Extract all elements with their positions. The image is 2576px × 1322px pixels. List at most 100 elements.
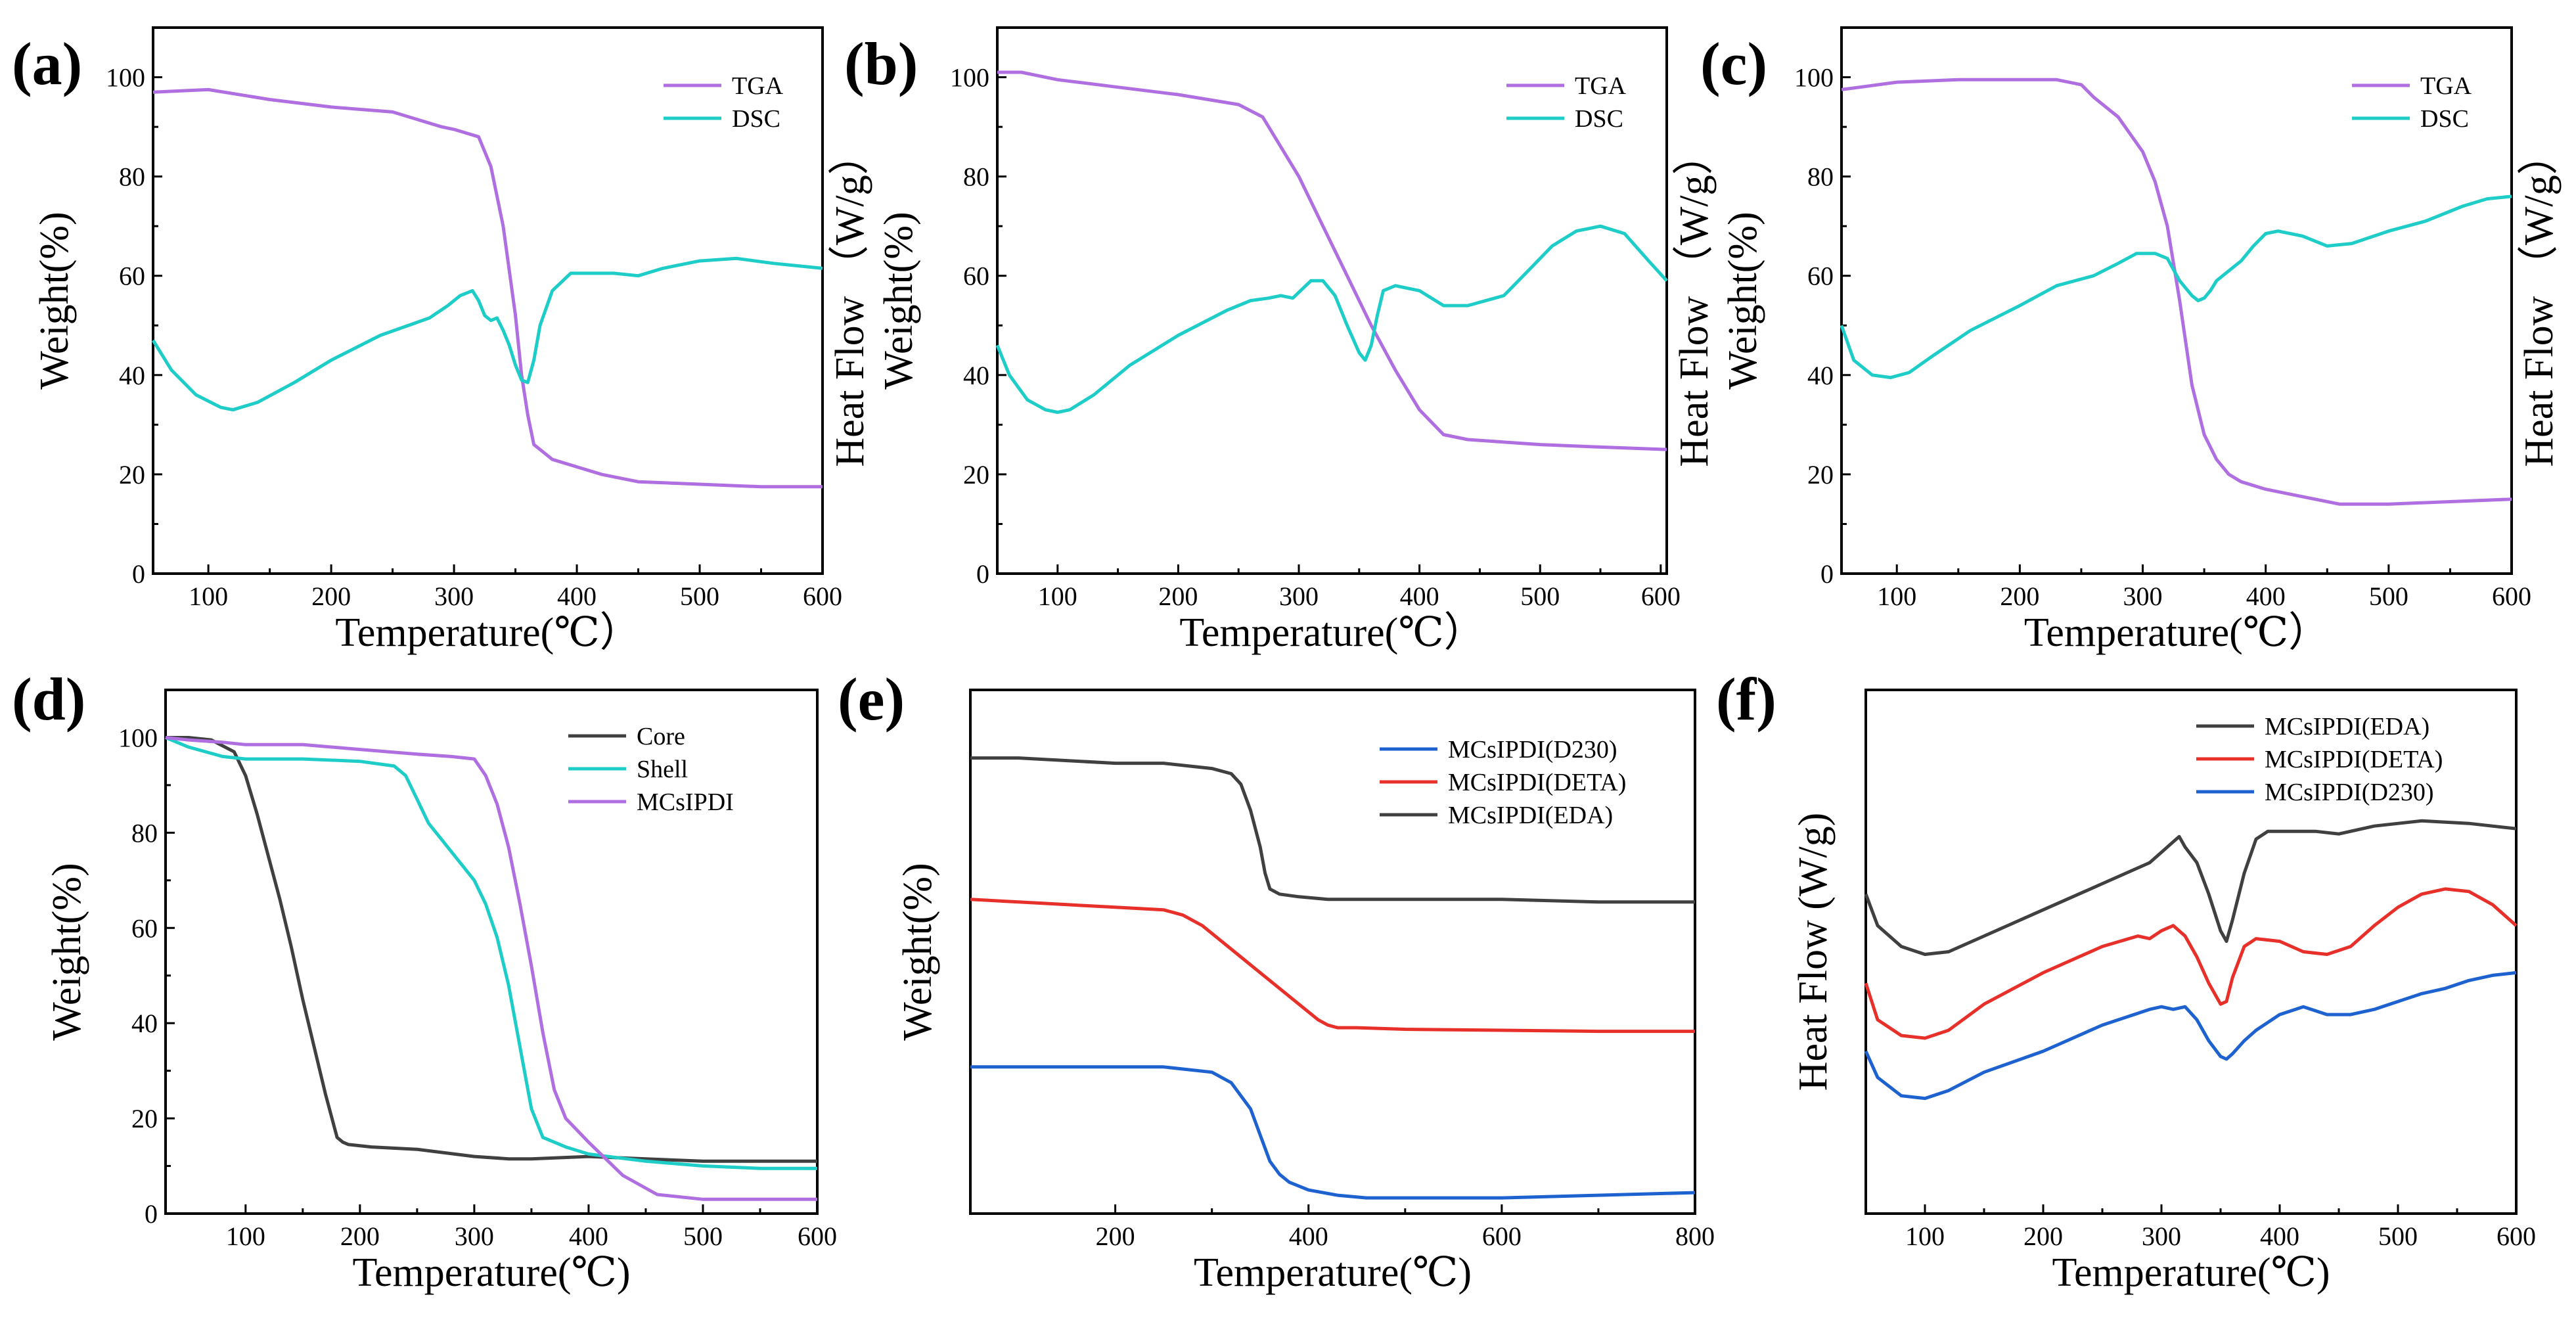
panel-d-series-core bbox=[166, 736, 817, 1163]
panel-c-xlabel: Temperature(℃） bbox=[2024, 610, 2329, 655]
panel-f: 100 200 300 400 500 600 MCsIPDI(EDA) MCsIPDI(DE… bbox=[1716, 666, 2536, 1295]
panel-b-series-dsc bbox=[995, 224, 1668, 414]
panel-e-label: (e) bbox=[838, 666, 905, 733]
panel-b-xtick-label: 100 bbox=[1038, 581, 1077, 611]
panel-c-legend-label: DSC bbox=[2420, 105, 2469, 133]
panel-f-ylabel: Heat Flow (W/g) bbox=[1791, 813, 1836, 1091]
panel-c-xtick-label: 100 bbox=[1877, 581, 1916, 611]
panel-d-legend-label: Shell bbox=[637, 756, 688, 783]
panel-a-xtick-label: 400 bbox=[557, 581, 597, 611]
panel-d-xtick-label: 300 bbox=[455, 1221, 494, 1251]
panel-c-legend-label: TGA bbox=[2420, 72, 2472, 100]
panel-a-xtick-label: 300 bbox=[434, 581, 474, 611]
panel-f-legend-label: MCsIPDI(EDA) bbox=[2265, 713, 2429, 741]
panel-a-ytick-label: 0 bbox=[132, 559, 145, 589]
panel-c-label: (c) bbox=[1700, 30, 1767, 97]
panel-d-series-shell bbox=[165, 736, 817, 1170]
panel-c-xtick-label: 200 bbox=[2000, 581, 2039, 611]
panel-b-series-tga bbox=[997, 70, 1667, 451]
panel-d-ytick-label: 60 bbox=[131, 913, 158, 943]
panel-a-xtick-label: 100 bbox=[189, 581, 228, 611]
panel-d-series-mcsipdi bbox=[165, 736, 817, 1201]
panel-f-xlabel: Temperature(℃) bbox=[2052, 1250, 2330, 1295]
panel-f-xtick-label: 200 bbox=[2023, 1221, 2063, 1251]
panel-a-frame bbox=[152, 26, 824, 575]
panel-c-xtick-label: 500 bbox=[2369, 581, 2408, 611]
panel-d: 100 200 300 400 500 600 0 20 40 60 80 100 Core Shell M… bbox=[12, 666, 837, 1295]
panel-c-series-dsc bbox=[1840, 194, 2512, 380]
panel-c-series-tga bbox=[1841, 78, 2512, 506]
panel-f-xtick-label: 100 bbox=[1905, 1221, 1945, 1251]
panel-c-ytick-label: 0 bbox=[1820, 559, 1834, 589]
panel-e-frame bbox=[969, 689, 1696, 1215]
panel-f-xtick-label: 400 bbox=[2260, 1221, 2299, 1251]
panel-b-ytick-label: 40 bbox=[963, 361, 989, 390]
panel-f-legend-label: MCsIPDI(D230) bbox=[2265, 779, 2434, 806]
panel-a-xtick-label: 600 bbox=[803, 581, 842, 611]
panel-d-frame bbox=[164, 689, 819, 1215]
panel-f-xtick-label: 600 bbox=[2497, 1221, 2536, 1251]
panel-b-legend-label: DSC bbox=[1575, 105, 1623, 133]
panel-d-xtick-label: 100 bbox=[226, 1221, 265, 1251]
panel-c-frame bbox=[1840, 26, 2513, 575]
panel-d-ytick-label: 100 bbox=[118, 723, 158, 752]
panel-c-ylabel: Weight(%) bbox=[1721, 212, 1765, 389]
panel-b-ytick-label: 100 bbox=[950, 63, 989, 93]
panel-c-ylabel-secondary: Heat Flow （W/g） bbox=[2517, 134, 2562, 467]
panel-b-xtick-label: 600 bbox=[1641, 581, 1681, 611]
panel-a-ylabel: Weight(%) bbox=[32, 212, 77, 389]
panel-a-ytick-label: 60 bbox=[119, 262, 145, 291]
panel-e-xlabel: Temperature(℃) bbox=[1194, 1250, 1472, 1295]
panel-d-legend-label: Core bbox=[637, 723, 685, 750]
panel-d-ytick-label: 20 bbox=[131, 1104, 158, 1133]
panel-a-ytick-label: 80 bbox=[119, 162, 145, 192]
panel-e-xtick-label: 800 bbox=[1675, 1221, 1715, 1251]
panel-d-xtick-label: 500 bbox=[683, 1221, 723, 1251]
panel-b-label: (b) bbox=[844, 30, 918, 97]
panel-e-xtick-label: 200 bbox=[1096, 1221, 1135, 1251]
panel-d-legend-label: MCsIPDI bbox=[637, 788, 734, 816]
panel-c: 100 200 300 400 500 600 0 20 40 60 80 100 TGA DSC (c) T… bbox=[1700, 26, 2562, 655]
panel-a-xlabel: Temperature(℃） bbox=[335, 610, 640, 655]
panel-a-ylabel-secondary: Heat Flow （W/g） bbox=[828, 134, 872, 467]
panel-f-series-mcsipdi-d230- bbox=[1864, 970, 2517, 1101]
panel-b-ytick-label: 0 bbox=[976, 559, 989, 589]
panel-e: 200 400 600 800 MCsIPDI(D230) MCsIPDI(DETA) MC… bbox=[838, 666, 1715, 1295]
panel-a-series-dsc bbox=[151, 256, 823, 412]
panel-c-ytick-label: 20 bbox=[1807, 460, 1834, 490]
panel-f-xtick-label: 500 bbox=[2378, 1221, 2418, 1251]
panel-a-xtick-label: 500 bbox=[680, 581, 719, 611]
panel-d-ylabel: Weight(%) bbox=[45, 863, 89, 1040]
panel-b-ylabel-secondary: Heat Flow （W/g） bbox=[1672, 134, 1717, 467]
panel-a-legend-label: DSC bbox=[732, 105, 780, 133]
panel-e-legend-label: MCsIPDI(DETA) bbox=[1448, 769, 1626, 796]
panel-b-ytick-label: 80 bbox=[963, 162, 989, 192]
panel-f-legend-label: MCsIPDI(DETA) bbox=[2265, 746, 2443, 773]
panel-b-xtick-label: 500 bbox=[1520, 581, 1560, 611]
panel-c-ytick-label: 80 bbox=[1807, 162, 1834, 192]
panel-c-xtick-label: 600 bbox=[2492, 581, 2531, 611]
panel-c-xtick-label: 400 bbox=[2246, 581, 2286, 611]
panel-a-ytick-label: 40 bbox=[119, 361, 145, 390]
panel-b-frame bbox=[996, 26, 1668, 575]
panel-c-ytick-label: 60 bbox=[1807, 262, 1834, 291]
panel-e-series-mcsipdi-eda- bbox=[970, 756, 1695, 904]
panel-e-legend-label: MCsIPDI(EDA) bbox=[1448, 802, 1613, 829]
panel-e-xtick-label: 400 bbox=[1289, 1221, 1328, 1251]
panel-e-series-mcsipdi-d230- bbox=[970, 1065, 1696, 1200]
panel-c-xtick-label: 300 bbox=[2123, 581, 2163, 611]
panel-d-ytick-label: 80 bbox=[131, 818, 158, 848]
panel-f-label: (f) bbox=[1716, 666, 1776, 733]
panel-b-legend-label: TGA bbox=[1575, 72, 1627, 100]
panel-b-ytick-label: 20 bbox=[963, 460, 989, 490]
panel-f-series-mcsipdi-eda- bbox=[1864, 819, 2517, 956]
panel-a-xtick-label: 200 bbox=[311, 581, 351, 611]
panel-a-ytick-label: 100 bbox=[106, 63, 145, 93]
panel-c-ytick-label: 40 bbox=[1807, 361, 1834, 390]
panel-a: 100 200 300 400 500 600 0 20 40 60 80 100 TGA DSC (a) T… bbox=[12, 26, 872, 655]
panel-e-series-mcsipdi-deta- bbox=[970, 898, 1695, 1034]
panel-b-ytick-label: 60 bbox=[963, 262, 989, 291]
panel-d-ytick-label: 0 bbox=[145, 1199, 158, 1229]
